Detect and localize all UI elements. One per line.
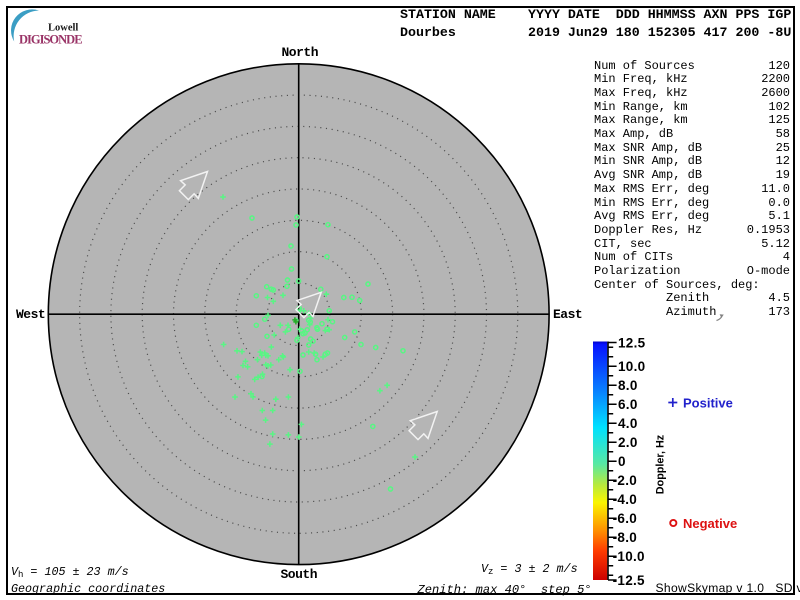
- svg-text:-10.0: -10.0: [613, 549, 645, 564]
- svg-text:0: 0: [618, 454, 626, 469]
- svg-text:-12.5: -12.5: [613, 573, 645, 588]
- svg-text:-4.0: -4.0: [613, 492, 637, 507]
- svg-text:DIGISONDE: DIGISONDE: [19, 33, 82, 47]
- svg-text:-6.0: -6.0: [613, 511, 637, 526]
- svg-text:2.0: 2.0: [618, 435, 638, 450]
- svg-text:-8.0: -8.0: [613, 530, 637, 545]
- svg-text:12.5: 12.5: [618, 335, 646, 350]
- svg-text:4.0: 4.0: [618, 416, 638, 431]
- svg-text:Negative: Negative: [683, 516, 737, 531]
- svg-text:-2.0: -2.0: [613, 473, 637, 488]
- svg-text:Doppler, Hz: Doppler, Hz: [655, 434, 667, 494]
- svg-text:Positive: Positive: [683, 395, 733, 410]
- svg-text:Lowell: Lowell: [48, 23, 78, 34]
- svg-text:10.0: 10.0: [618, 359, 645, 374]
- svg-text:6.0: 6.0: [618, 397, 638, 412]
- svg-text:8.0: 8.0: [618, 378, 638, 393]
